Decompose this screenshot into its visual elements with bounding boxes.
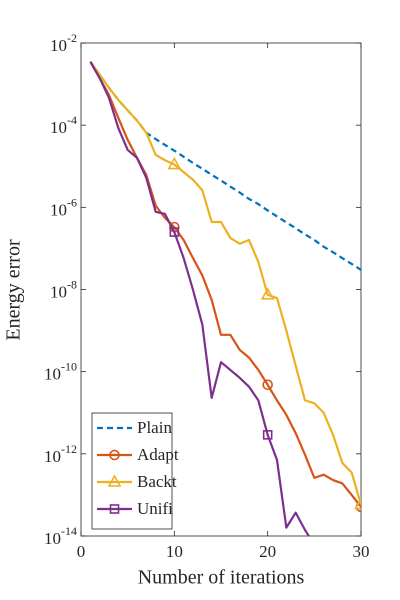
x-tick-label: 10 bbox=[166, 542, 183, 561]
y-axis-label: Energy error bbox=[3, 239, 25, 341]
marker bbox=[262, 430, 273, 440]
series-line bbox=[89, 61, 361, 505]
x-tick-label: 0 bbox=[77, 542, 86, 561]
x-tick-label: 20 bbox=[259, 542, 276, 561]
y-tick-label: 10-4 bbox=[50, 113, 77, 137]
legend-label: Adapt bbox=[137, 445, 179, 464]
legend-label: Unifi bbox=[137, 499, 173, 518]
y-tick-label: 10-8 bbox=[50, 277, 77, 301]
plot-lines bbox=[89, 61, 361, 536]
y-tick-label: 10-10 bbox=[44, 359, 77, 383]
marker bbox=[167, 156, 182, 170]
x-axis-label: Number of iterations bbox=[138, 567, 305, 589]
y-tick-label: 10-6 bbox=[50, 195, 77, 219]
y-tick-label: 10-14 bbox=[44, 524, 77, 548]
legend-label: Plain bbox=[137, 418, 172, 437]
legend-label: Backt bbox=[137, 472, 177, 491]
x-tick-label: 30 bbox=[353, 542, 370, 561]
marker bbox=[169, 227, 180, 237]
y-tick-label: 10-12 bbox=[44, 442, 77, 466]
series-line bbox=[89, 61, 311, 536]
marker bbox=[354, 496, 361, 510]
marker bbox=[260, 287, 275, 300]
marker bbox=[262, 379, 273, 391]
legend-marker bbox=[107, 474, 122, 487]
legend-marker bbox=[109, 504, 120, 514]
legend-marker bbox=[109, 449, 120, 461]
y-tick-label: 10-2 bbox=[50, 31, 77, 55]
series-line bbox=[89, 61, 361, 508]
